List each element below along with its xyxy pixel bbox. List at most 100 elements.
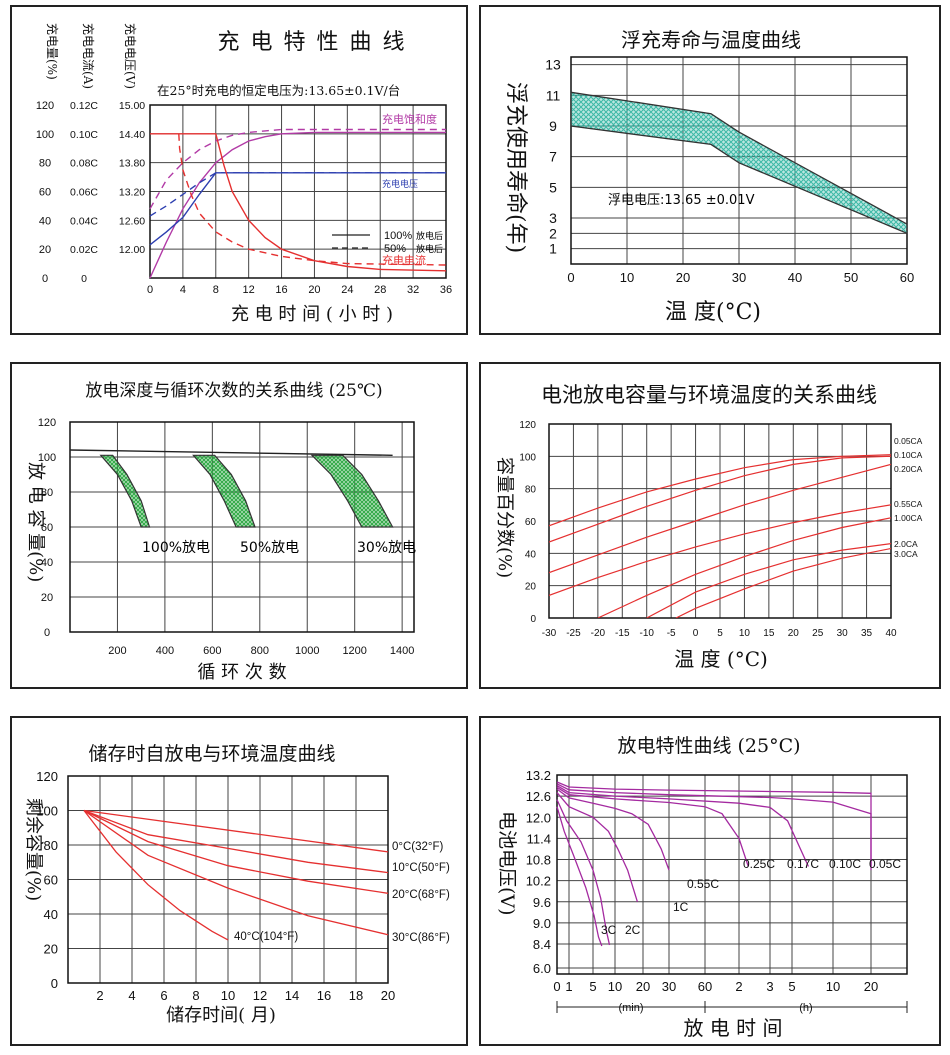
x-tick-label: 200 — [108, 645, 126, 657]
legend-note: 放电后 — [416, 243, 443, 255]
x-tick-label: 20 — [676, 270, 690, 285]
capacity-top-line — [69, 449, 393, 456]
y-axis-label: 剩余容量(%) — [23, 798, 44, 901]
y-axis-label: 充电电压(V) — [123, 23, 138, 89]
x-tick-label: 1400 — [390, 645, 414, 657]
y-tick-label-voltage: 13.20 — [119, 187, 145, 199]
x-tick-label: 20 — [308, 284, 320, 296]
x-axis-label: 循 环 次 数 — [197, 662, 286, 683]
y-tick-label: 6.0 — [533, 961, 551, 976]
dod-band — [99, 454, 151, 528]
x-tick-label: 10 — [608, 979, 622, 994]
x-tick-label: -5 — [667, 628, 676, 639]
series-line — [556, 785, 809, 867]
series-label: 3.0CA — [894, 549, 918, 559]
x-tick-label: 0 — [553, 979, 560, 994]
y-tick-label: 11.4 — [527, 831, 551, 846]
legend: 100% 放电后 50% 放电后 — [332, 230, 443, 255]
x-axis-label: 储存时间( 月) — [166, 1005, 276, 1026]
band-label: 50%放电 — [240, 540, 299, 556]
y-tick-label-voltage: 14.40 — [119, 129, 145, 141]
x-axis-label: 放 电 时 间 — [683, 1016, 782, 1040]
y-tick-label-quantity: 120 — [36, 100, 54, 112]
series-label: 1.00CA — [894, 513, 923, 523]
y-tick-label-current: 0.06C — [70, 187, 98, 199]
chart-title: 放电特性曲线 (25°C) — [617, 735, 800, 757]
y-tick-label: 60 — [44, 873, 58, 888]
y-tick-label: 20 — [525, 582, 537, 593]
series-label: 0.05CA — [894, 436, 923, 446]
y-tick-label: 100 — [38, 452, 56, 464]
series-label: 充电饱和度 — [382, 112, 437, 126]
y-tick-label: 120 — [36, 769, 58, 784]
series-label: 40°C(104°F) — [234, 931, 298, 943]
y-tick-label: 120 — [38, 417, 56, 429]
x-tick-label: 1 — [565, 979, 572, 994]
series-line — [549, 455, 891, 543]
x-tick-label: 36 — [440, 284, 452, 296]
x-tick-label: 5 — [589, 979, 596, 994]
cycle-life-chart-panel: 放电深度与循环次数的关系曲线 (25℃) 200 400 600 800 1000 1200… — [10, 362, 468, 689]
x-tick-label: 1000 — [295, 645, 319, 657]
x-tick-label: 30 — [662, 979, 676, 994]
series-line — [549, 504, 891, 596]
x-tick-label: 60 — [900, 270, 914, 285]
unit-h-label: (h) — [799, 1002, 812, 1014]
chart-title: 电池放电容量与环境温度的关系曲线 — [541, 383, 877, 407]
series-label: 2C — [625, 923, 641, 937]
y-tick-label: 40 — [44, 907, 58, 922]
x-tick-label: 40 — [788, 270, 802, 285]
x-tick-label: 14 — [285, 988, 299, 1003]
x-tick-label: 1200 — [342, 645, 366, 657]
series-line — [83, 810, 229, 941]
y-axis-label: 浮充使用寿命(年) — [503, 82, 528, 253]
series-line — [646, 543, 891, 618]
chart-title: 储存时自放电与环境温度曲线 — [88, 743, 335, 765]
x-tick-label: 20 — [864, 979, 878, 994]
chart-title: 放电深度与循环次数的关系曲线 (25℃) — [85, 381, 382, 401]
y-tick-label: 80 — [525, 485, 537, 496]
series-label: 0.25C — [743, 857, 775, 871]
grid — [548, 423, 892, 619]
y-tick-label-current: 0.04C — [70, 215, 98, 227]
x-tick-label: 20 — [788, 628, 800, 639]
series-label: 2.0CA — [894, 539, 918, 549]
x-tick-label: 10 — [221, 988, 235, 1003]
x-tick-label: 2 — [96, 988, 103, 1003]
x-tick-label: 10 — [620, 270, 634, 285]
series-label: 0.55CA — [894, 499, 923, 509]
y-tick-label-quantity: 0 — [42, 273, 48, 285]
series-label: 1C — [673, 900, 689, 914]
x-axis-label: 充 电 时 间 ( 小 时 ) — [231, 304, 393, 325]
series-line — [556, 783, 872, 867]
series-line — [149, 172, 446, 246]
legend-label: 50% — [384, 243, 406, 255]
self-discharge-chart: 储存时自放电与环境温度曲线 2 4 6 8 10 12 14 16 18 20 120 100 80 60 4… — [23, 743, 450, 1026]
y-tick-label: 20 — [44, 942, 58, 957]
x-tick-label: 24 — [341, 284, 353, 296]
series-line — [83, 809, 389, 874]
x-tick-label: 20 — [381, 988, 395, 1003]
x-tick-label: 8 — [192, 988, 199, 1003]
y-tick-label: 60 — [41, 522, 53, 534]
y-tick-label: 80 — [44, 838, 58, 853]
x-tick-label: 20 — [636, 979, 650, 994]
y-tick-label: 80 — [41, 487, 53, 499]
plot-frame — [67, 775, 389, 984]
y-axis-label: 容量百分数(%) — [494, 457, 515, 578]
x-tick-label: -25 — [566, 628, 581, 639]
band-label: 30%放电 — [357, 540, 416, 556]
x-tick-label: 0 — [567, 270, 574, 285]
y-tick-label-voltage: 12.00 — [119, 244, 145, 256]
y-tick-label-quantity: 100 — [36, 129, 54, 141]
x-tick-label: 16 — [275, 284, 287, 296]
x-tick-label: 600 — [203, 645, 221, 657]
charge-chart-panel: 充 电 特 性 曲 线在25°时充电的恒定电压为:13.65±0.1V/台 0 4 8… — [10, 5, 468, 335]
y-tick-label: 0 — [51, 976, 58, 991]
x-tick-label: 12 — [243, 284, 255, 296]
series-label: 充电电流 — [382, 253, 426, 267]
x-tick-label: 8 — [213, 284, 219, 296]
y-axis-label: 充电电流(A) — [81, 23, 96, 89]
series-label: 0.17C — [787, 857, 819, 871]
